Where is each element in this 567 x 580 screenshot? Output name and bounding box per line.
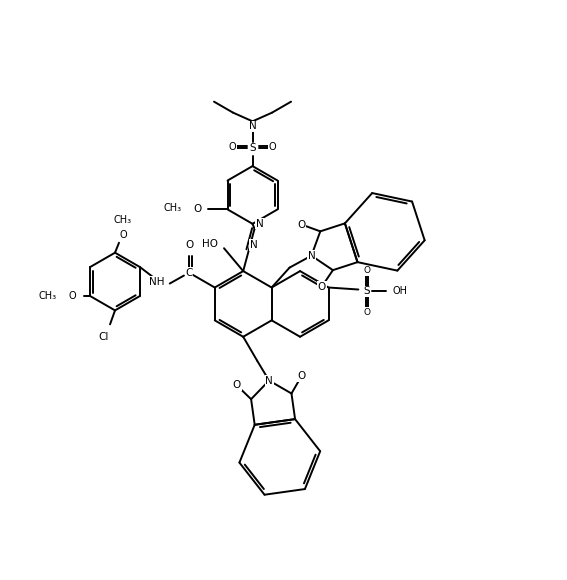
Text: CH₃: CH₃ — [164, 204, 182, 213]
Text: O: O — [186, 240, 194, 250]
Text: O: O — [193, 204, 202, 215]
Text: O: O — [297, 371, 306, 381]
Text: NH: NH — [149, 277, 165, 287]
Text: O: O — [269, 142, 276, 152]
Text: HO: HO — [202, 239, 218, 249]
Text: S: S — [363, 287, 370, 296]
Text: N: N — [256, 219, 264, 229]
Text: N: N — [265, 376, 273, 386]
Text: O: O — [119, 230, 127, 240]
Text: CH₃: CH₃ — [114, 215, 132, 225]
Text: S: S — [249, 143, 256, 153]
Text: O: O — [298, 220, 306, 230]
Text: C: C — [185, 267, 193, 278]
Text: OH: OH — [392, 287, 407, 296]
Text: N: N — [307, 251, 315, 260]
Text: CH₃: CH₃ — [38, 291, 56, 301]
Text: O: O — [232, 380, 241, 390]
Text: O: O — [318, 282, 326, 292]
Text: O: O — [68, 291, 76, 301]
Text: O: O — [364, 266, 371, 275]
Text: N: N — [250, 240, 258, 250]
Text: N: N — [249, 121, 256, 131]
Text: Cl: Cl — [98, 332, 108, 342]
Text: O: O — [229, 142, 236, 152]
Text: O: O — [364, 308, 371, 317]
